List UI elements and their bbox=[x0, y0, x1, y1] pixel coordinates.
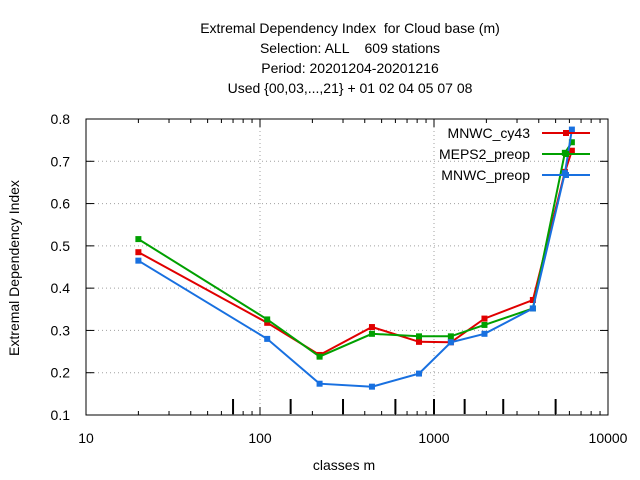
data-point bbox=[447, 339, 454, 346]
legend-label: MEPS2_preop bbox=[439, 146, 530, 162]
y-tick-label: 0.2 bbox=[51, 365, 71, 381]
data-point bbox=[529, 296, 536, 303]
y-tick-label: 0.5 bbox=[51, 238, 71, 254]
y-tick-label: 0.6 bbox=[51, 196, 71, 212]
chart-title: Extremal Dependency Index for Cloud base… bbox=[0, 18, 640, 98]
title-line-4: Used {00,03,...,21} + 01 02 04 05 07 08 bbox=[227, 80, 473, 96]
y-tick-label: 0.4 bbox=[51, 280, 71, 296]
data-point bbox=[568, 147, 575, 154]
legend-marker bbox=[563, 151, 569, 157]
y-tick-label: 0.3 bbox=[51, 322, 71, 338]
title-line-3: Period: 20201204-20201216 bbox=[261, 60, 439, 76]
data-point bbox=[481, 321, 488, 328]
x-tick-label: 100 bbox=[248, 430, 272, 446]
series-line-MNWC_preop bbox=[137, 129, 573, 388]
y-tick-label: 0.1 bbox=[51, 407, 71, 423]
x-tick-label: 10000 bbox=[589, 430, 628, 446]
data-point bbox=[416, 338, 423, 345]
legend-label: MNWC_cy43 bbox=[448, 125, 531, 141]
data-point bbox=[416, 333, 423, 340]
data-point bbox=[568, 139, 575, 146]
data-point bbox=[316, 380, 323, 387]
data-point bbox=[264, 335, 271, 342]
data-point bbox=[368, 383, 375, 390]
series-line-MEPS2_preop bbox=[137, 141, 573, 358]
data-point bbox=[481, 330, 488, 337]
y-tick-label: 0.8 bbox=[51, 111, 71, 127]
y-tick-label: 0.7 bbox=[51, 153, 71, 169]
legend-label: MNWC_preop bbox=[441, 167, 530, 183]
x-tick-label: 10 bbox=[78, 430, 94, 446]
data-point bbox=[368, 330, 375, 337]
data-point bbox=[447, 333, 454, 340]
x-tick-label: 1000 bbox=[418, 430, 449, 446]
data-point bbox=[264, 316, 271, 323]
data-point bbox=[481, 315, 488, 322]
title-line-2: Selection: ALL 609 stations bbox=[259, 40, 441, 56]
data-point bbox=[529, 305, 536, 312]
x-axis-label: classes m bbox=[312, 457, 376, 473]
data-point bbox=[264, 319, 271, 326]
plot-border bbox=[85, 118, 609, 416]
title-line-1: Extremal Dependency Index for Cloud base… bbox=[200, 20, 500, 36]
data-point bbox=[135, 236, 142, 243]
data-point bbox=[135, 249, 142, 256]
data-point bbox=[416, 370, 423, 377]
data-point bbox=[135, 257, 142, 264]
legend-marker bbox=[563, 172, 569, 178]
data-point bbox=[316, 353, 323, 360]
data-point bbox=[368, 324, 375, 331]
data-point bbox=[568, 126, 575, 133]
legend-marker bbox=[563, 130, 569, 136]
